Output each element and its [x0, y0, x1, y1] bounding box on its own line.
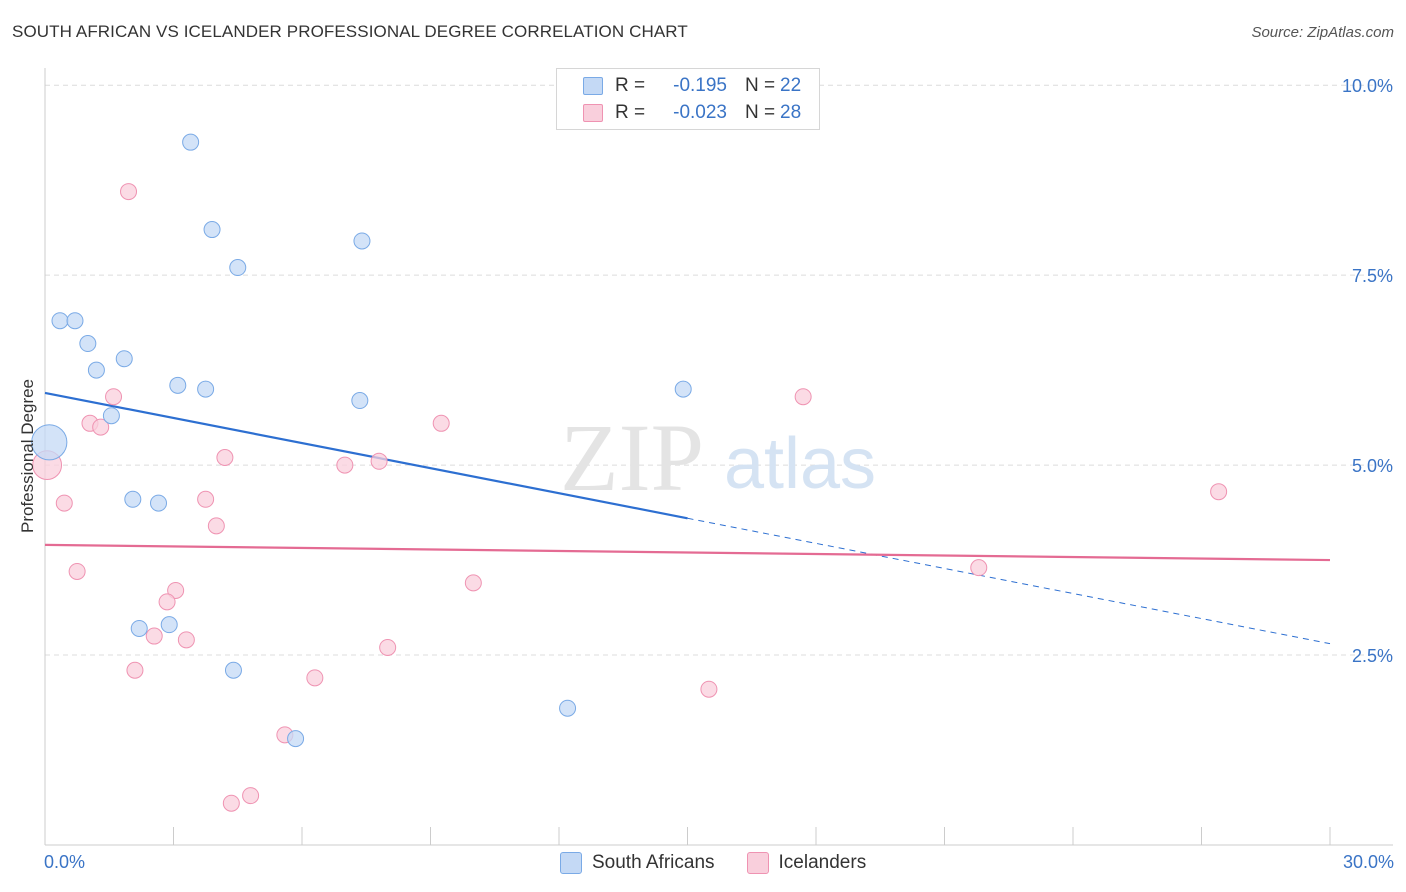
stats-legend: R = -0.195 N = 22 R = -0.023 N = 28: [556, 68, 820, 130]
n-value: 22: [780, 75, 802, 96]
point-icelanders: [336, 456, 354, 474]
r-value: -0.195: [673, 75, 727, 96]
y-tick-label: 5.0%: [1352, 456, 1393, 476]
point-south-africans: [197, 380, 215, 398]
point-icelanders: [177, 631, 195, 649]
point-south-africans: [169, 376, 187, 394]
legend-swatch-pink: [746, 852, 769, 874]
point-icelanders: [464, 574, 482, 592]
point-icelanders: [1210, 483, 1228, 501]
trend-line-south-africans-extension: [687, 517, 1331, 645]
legend-label: South Africans: [592, 852, 715, 873]
watermark-zip: ZIP: [560, 404, 704, 511]
point-south-africans: [287, 730, 305, 748]
legend-swatch-blue: [560, 852, 582, 874]
point-south-africans: [115, 350, 133, 368]
x-tick-max: 30.0%: [1342, 852, 1394, 872]
series-legend: South Africans Icelanders: [560, 852, 898, 874]
point-south-africans: [51, 312, 69, 330]
point-south-africans: [203, 221, 221, 239]
axes: [44, 68, 1393, 846]
point-icelanders: [197, 490, 215, 508]
point-icelanders: [306, 669, 324, 687]
point-icelanders: [92, 418, 110, 436]
y-tick-label: 2.5%: [1352, 646, 1393, 666]
point-icelanders: [145, 627, 163, 645]
point-south-africans: [124, 490, 142, 508]
point-icelanders: [167, 581, 185, 599]
point-south-africans: [351, 392, 369, 410]
point-south-africans: [353, 232, 371, 250]
watermark: ZIP atlas: [560, 404, 876, 511]
point-icelanders: [216, 449, 234, 466]
point-icelanders: [700, 680, 718, 698]
n-label: N =: [745, 75, 776, 96]
point-south-africans: [102, 407, 120, 425]
r-value: -0.023: [673, 102, 727, 123]
y-tick-labels: 2.5% 5.0% 7.5% 10.0%: [1342, 76, 1393, 666]
trend-line-icelanders: [44, 543, 1331, 562]
trend-line-south-africans: [44, 391, 688, 520]
point-icelanders: [379, 638, 397, 656]
point-south-africans: [150, 494, 168, 512]
x-tick-min: 0.0%: [44, 852, 86, 872]
y-axis-label: Professional Degree: [18, 378, 37, 534]
legend-item-icelanders[interactable]: Icelanders: [746, 852, 867, 874]
data-points: [31, 133, 1228, 812]
y-tick-label: 10.0%: [1342, 76, 1393, 96]
grid-lines: [45, 84, 1393, 656]
point-icelanders: [432, 414, 450, 432]
point-south-africans: [87, 361, 105, 379]
point-south-africans: [559, 699, 577, 717]
watermark-atlas: atlas: [724, 424, 876, 504]
stats-legend-row-icelanders: R = -0.023 N = 28: [557, 100, 801, 126]
point-south-africans: [31, 424, 68, 461]
legend-swatch-pink: [583, 104, 603, 122]
point-icelanders: [68, 562, 86, 580]
point-icelanders: [105, 388, 123, 406]
point-icelanders: [207, 517, 225, 535]
point-icelanders: [794, 388, 812, 406]
point-south-africans: [229, 259, 247, 277]
source-label: Source: ZipAtlas.com: [1251, 24, 1394, 41]
legend-swatch-blue: [583, 77, 603, 95]
chart-title: SOUTH AFRICAN VS ICELANDER PROFESSIONAL …: [12, 22, 688, 41]
r-label: R =: [615, 75, 646, 96]
point-south-africans: [224, 661, 242, 679]
point-icelanders: [970, 559, 988, 577]
point-south-africans: [674, 380, 692, 398]
y-tick-label: 7.5%: [1352, 266, 1393, 286]
point-icelanders: [222, 794, 240, 812]
n-value: 28: [780, 102, 802, 123]
point-south-africans: [66, 312, 84, 330]
legend-label: Icelanders: [778, 852, 867, 873]
r-label: R =: [615, 102, 646, 123]
point-south-africans: [160, 616, 178, 634]
point-south-africans: [182, 133, 200, 151]
point-icelanders: [370, 452, 388, 470]
point-south-africans: [79, 335, 97, 353]
point-icelanders: [158, 593, 176, 611]
trend-lines: [44, 391, 1331, 645]
point-icelanders: [55, 494, 73, 512]
legend-item-south-africans[interactable]: South Africans: [560, 852, 715, 874]
stats-legend-row-south-africans: R = -0.195 N = 22: [557, 73, 801, 99]
point-icelanders: [242, 787, 260, 805]
point-icelanders: [126, 661, 144, 679]
point-icelanders: [120, 183, 138, 201]
n-label: N =: [745, 102, 776, 123]
point-south-africans: [130, 619, 148, 637]
